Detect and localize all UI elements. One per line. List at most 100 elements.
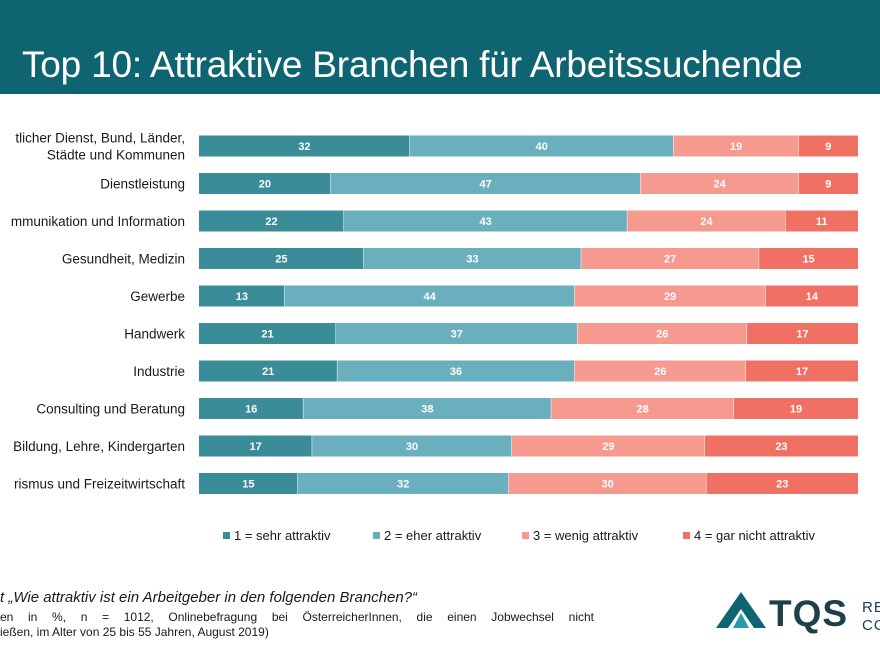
category-label: Bildung, Lehre, Kindergarten (13, 439, 185, 454)
bar-segment (199, 398, 304, 419)
bar-segment (343, 210, 628, 232)
data-label: 11 (816, 216, 828, 228)
legend-swatch (373, 532, 380, 539)
data-label: 28 (637, 404, 649, 416)
bar-segment (199, 360, 338, 382)
data-label: 19 (730, 141, 742, 153)
data-label: 32 (397, 479, 409, 491)
bar-segment (640, 173, 799, 194)
bar-segment (759, 248, 858, 269)
data-label: 19 (790, 404, 802, 416)
logo-small-line-1: RE (862, 599, 880, 616)
data-label: 13 (236, 291, 248, 303)
data-label: 17 (249, 441, 261, 453)
bar-segment (199, 210, 344, 232)
bar-segment (199, 135, 410, 157)
data-label: 21 (261, 329, 273, 341)
data-label: 32 (298, 141, 310, 153)
bar-segment (706, 473, 858, 494)
data-label: 17 (796, 329, 808, 341)
category-label: mmunikation und Information (11, 214, 185, 229)
bar-segment (627, 210, 786, 232)
data-label: 47 (480, 179, 492, 191)
category-label: Gesundheit, Medizin (62, 252, 185, 267)
bar-segment (199, 173, 331, 194)
data-label: 20 (259, 179, 271, 191)
page-title: Top 10: Attraktive Branchen für Arbeitss… (22, 44, 803, 85)
data-label: 30 (406, 441, 418, 453)
data-label: 15 (242, 479, 254, 491)
bar-segment (508, 473, 707, 494)
category-label: rismus und Freizeitwirtschaft (14, 477, 185, 492)
category-label: Handwerk (124, 327, 185, 342)
legend-swatch (683, 532, 690, 539)
legend-entry: 3 = wenig attraktiv (533, 528, 639, 543)
logo-small-line-2: CO (862, 617, 880, 634)
logo-text: TQS (769, 593, 848, 634)
tqs-logo: TQS RE CO (716, 592, 880, 634)
survey-note-line-2: ießen, im Alter von 25 bis 55 Jahren, Au… (0, 625, 269, 639)
data-label: 44 (424, 291, 437, 303)
data-label: 29 (664, 291, 676, 303)
data-label: 21 (262, 366, 274, 378)
bar-segment (303, 398, 552, 419)
bar-segment (199, 435, 313, 457)
data-label: 16 (245, 404, 257, 416)
category-label: Gewerbe (130, 289, 185, 304)
bar-segment (330, 173, 641, 194)
bar-segment (704, 435, 858, 457)
bar-segment (577, 323, 748, 344)
survey-question: t „Wie attraktiv ist ein Arbeitgeber in … (0, 589, 418, 606)
data-label: 30 (601, 479, 613, 491)
data-label: 14 (806, 291, 819, 303)
bar-segment (673, 135, 799, 157)
bar-segment (312, 435, 512, 457)
data-label: 38 (421, 404, 433, 416)
bar-segment (363, 248, 582, 269)
data-label: 9 (825, 141, 831, 153)
survey-note-line-1: en in %, n = 1012, Onlinebefragung bei Ö… (0, 610, 594, 624)
legend-entry: 4 = gar nicht attraktiv (694, 528, 816, 543)
category-label: Consulting und Beratung (36, 402, 185, 417)
data-label: 37 (451, 329, 463, 341)
data-label: 23 (775, 441, 787, 453)
bar-segment (337, 360, 575, 382)
data-label: 33 (466, 254, 478, 266)
data-label: 22 (265, 216, 277, 228)
category-label: Industrie (133, 364, 185, 379)
category-label: tlicher Dienst, Bund, Länder, (15, 131, 185, 146)
bar-segment (574, 285, 766, 307)
bar-segment (199, 323, 337, 344)
data-label: 15 (802, 254, 814, 266)
category-label: Dienstleistung (100, 177, 185, 192)
bar-segment (745, 360, 858, 382)
bar-segment (734, 398, 858, 419)
data-label: 17 (796, 366, 808, 378)
data-label: 24 (700, 216, 713, 228)
bar-segment (199, 285, 285, 307)
bar-segment (336, 323, 578, 344)
data-label: 40 (536, 141, 548, 153)
data-label: 26 (654, 366, 666, 378)
bar-segment (284, 285, 575, 307)
bar-segment (199, 248, 364, 269)
data-label: 27 (664, 254, 676, 266)
logo-inner-triangle-icon (733, 613, 749, 628)
bar-segment (785, 210, 858, 232)
bar-segment (574, 360, 746, 382)
legend-entry: 2 = eher attraktiv (384, 528, 482, 543)
legend-entry: 1 = sehr attraktiv (234, 528, 331, 543)
bar-segment (297, 473, 509, 494)
data-label: 9 (825, 179, 831, 191)
bar-segment (581, 248, 760, 269)
title-banner (0, 0, 880, 94)
data-label: 25 (275, 254, 287, 266)
data-label: 23 (776, 479, 788, 491)
bar-segment (798, 173, 858, 194)
legend-swatch (522, 532, 529, 539)
data-label: 29 (602, 441, 614, 453)
bar-segment (199, 473, 298, 494)
stacked-bar-chart: tlicher Dienst, Bund, Länder, Städte und … (11, 131, 858, 543)
bar-segment (747, 323, 858, 344)
bar-segment (551, 398, 735, 419)
